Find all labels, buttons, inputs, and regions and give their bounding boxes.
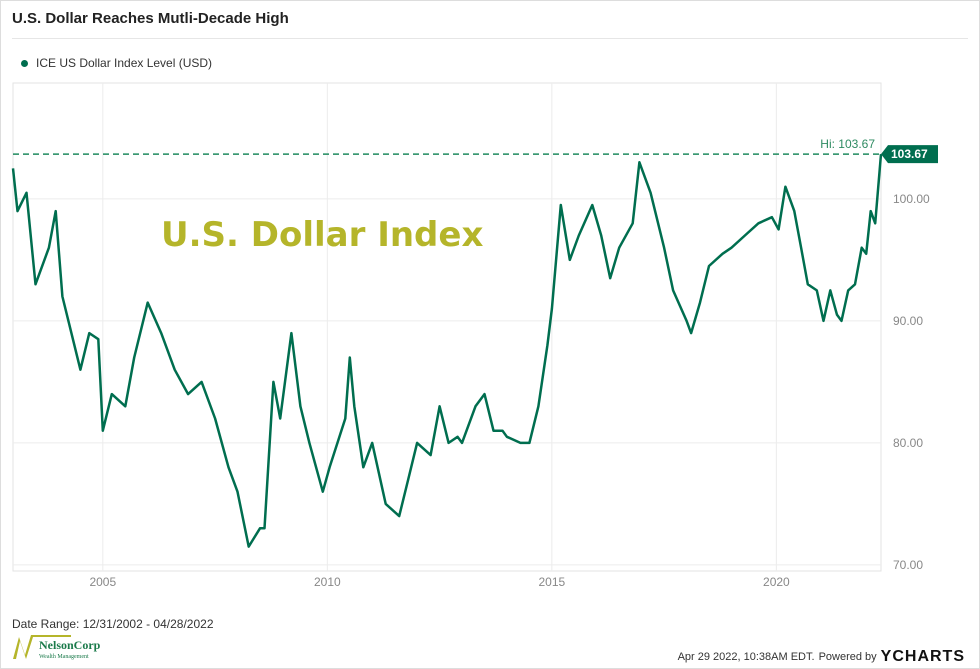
- legend-label: ICE US Dollar Index Level (USD): [36, 56, 213, 70]
- timestamp: Apr 29 2022, 10:38AM EDT.: [677, 651, 815, 663]
- chart-title: U.S. Dollar Reaches Mutli-Decade High: [12, 10, 289, 27]
- last-value-badge-shape: [881, 145, 938, 164]
- legend-marker-icon: [21, 59, 28, 67]
- x-tick-label: 2020: [763, 575, 790, 589]
- high-label: Hi: 103.67: [820, 137, 875, 151]
- x-tick-label: 2005: [89, 575, 116, 589]
- last-value-label: 103.67: [891, 147, 928, 161]
- chart-annotation: U.S. Dollar Index: [161, 215, 483, 255]
- nelsoncorp-logo: NelsonCorp Wealth Management: [13, 635, 101, 660]
- ycharts-logo[interactable]: YCHARTS: [880, 648, 965, 665]
- x-tick-label: 2010: [314, 575, 341, 589]
- svg-text:NelsonCorp: NelsonCorp: [39, 638, 101, 652]
- y-tick-label: 80.00: [893, 436, 923, 450]
- footer-attribution: Apr 29 2022, 10:38AM EDT. Powered by YCH…: [678, 648, 965, 666]
- title-divider: [12, 38, 968, 39]
- svg-text:Wealth Management: Wealth Management: [39, 654, 89, 660]
- y-tick-label: 90.00: [893, 314, 923, 328]
- powered-by-label: Powered by: [818, 651, 877, 663]
- series-line: [11, 153, 883, 548]
- x-tick-label: 2015: [538, 575, 565, 589]
- date-range: Date Range: 12/31/2002 - 04/28/2022: [12, 617, 214, 631]
- last-value-badge: 103.67: [881, 145, 938, 164]
- y-tick-label: 70.00: [893, 558, 923, 572]
- plot-frame: [12, 82, 882, 572]
- legend: ICE US Dollar Index Level (USD): [21, 56, 212, 70]
- y-tick-label: 100.00: [893, 192, 930, 206]
